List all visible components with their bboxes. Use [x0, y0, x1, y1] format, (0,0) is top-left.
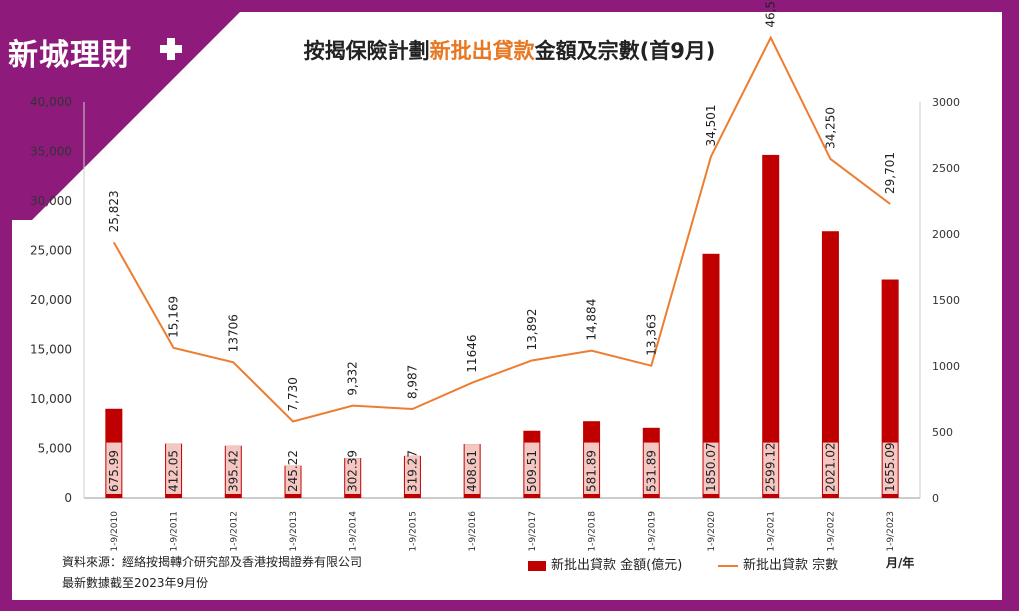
x-tick-label: 1-9/2010	[110, 511, 120, 552]
bar-value-label: 509.51	[525, 450, 539, 492]
bar-inner-band	[882, 442, 898, 494]
line-value-label: 11646	[465, 335, 479, 373]
x-tick-label: 1-9/2018	[588, 511, 598, 552]
bar-inner-band	[643, 442, 659, 494]
x-tick-label: 1-9/2022	[826, 511, 836, 552]
bar-value-label: 395.42	[226, 450, 240, 492]
x-tick-label: 1-9/2017	[528, 511, 538, 552]
bar-value-label: 2599.12	[764, 442, 778, 492]
line-value-label: 8,987	[405, 365, 419, 399]
x-tick-label: 1-9/2014	[349, 511, 359, 552]
title-highlight: 新批出貸款	[429, 39, 535, 63]
right-tick-label: 1500	[932, 294, 960, 307]
right-tick-label: 2000	[932, 228, 960, 241]
bar-inner-band	[524, 442, 540, 494]
bar-value-label: 408.61	[465, 450, 479, 492]
legend-line-swatch	[718, 564, 738, 567]
right-tick-label: 3000	[932, 96, 960, 109]
bar-value-label: 581.89	[585, 450, 599, 492]
bar-inner-band	[345, 458, 361, 494]
legend-bar-label: 新批出貸款 金額(億元)	[551, 558, 683, 573]
x-tick-label: 1-9/2012	[229, 511, 239, 552]
bar-value-label: 412.05	[167, 450, 181, 492]
x-tick-label: 1-9/2019	[647, 511, 657, 552]
chart-title: 按揭保險計劃新批出貸款金額及宗數(首9月)	[0, 35, 1019, 65]
x-tick-label: 1-9/2020	[707, 511, 717, 552]
bar-inner-band	[703, 442, 719, 494]
bar	[821, 231, 839, 499]
bar-inner-band	[584, 442, 600, 494]
bar-value-label: 675.99	[107, 450, 121, 492]
left-tick-label: 30,000	[30, 194, 72, 208]
x-tick-label: 1-9/2011	[170, 511, 180, 552]
x-axis-unit: 月/年	[886, 556, 915, 570]
bar-inner-band	[822, 442, 838, 494]
bar	[762, 154, 780, 499]
bar-inner-band	[763, 442, 779, 494]
x-tick-label: 1-9/2021	[767, 511, 777, 552]
bar-value-label: 245.22	[286, 450, 300, 492]
bar-inner-band	[166, 443, 182, 494]
line-value-label: 15,169	[167, 296, 181, 338]
right-tick-label: 0	[932, 492, 939, 505]
line-value-label: 34,501	[704, 104, 718, 146]
left-tick-label: 35,000	[30, 145, 72, 159]
line-value-label: 13,363	[644, 314, 658, 356]
right-tick-label: 1000	[932, 360, 960, 373]
bar-value-label: 1850.07	[704, 442, 718, 492]
updated-note: 最新數據截至2023年9月份	[62, 576, 209, 590]
bar-inner-band	[225, 445, 241, 494]
right-tick-label: 500	[932, 426, 953, 439]
legend-line-label: 新批出貸款 宗數	[743, 558, 839, 573]
right-tick-label: 2500	[932, 162, 960, 175]
x-tick-label: 1-9/2016	[468, 511, 478, 552]
x-tick-label: 1-9/2015	[408, 511, 418, 552]
line-series	[112, 35, 891, 423]
line-value-label: 13,892	[525, 308, 539, 350]
left-tick-label: 15,000	[30, 343, 72, 357]
bar-inner-band	[404, 455, 420, 494]
plus-arrow-icon	[160, 38, 182, 60]
left-tick-label: 25,000	[30, 244, 72, 258]
line-value-label: 34,250	[823, 107, 837, 149]
left-tick-label: 20,000	[30, 293, 72, 307]
title-part2: 金額及宗數(首9月)	[534, 39, 716, 63]
legend-bar-swatch	[528, 560, 546, 571]
x-tick-label: 1-9/2023	[886, 511, 896, 552]
title-part1: 按揭保險計劃	[303, 39, 430, 63]
legend-line-series: 新批出貸款 宗數	[718, 554, 838, 573]
x-tick-label: 1-9/2013	[289, 511, 299, 552]
left-tick-label: 10,000	[30, 392, 72, 406]
brand-logo: 新城理財	[8, 38, 132, 73]
line-value-label: 29,701	[883, 152, 897, 194]
legend-bar-series: 新批出貸款 金額(億元)	[528, 554, 682, 573]
bar	[702, 253, 720, 498]
source-note: 資料來源：經絡按揭轉介研究部及香港按揭證券有限公司	[62, 555, 363, 569]
left-tick-label: 0	[64, 491, 72, 505]
bar-value-label: 2021.02	[823, 442, 837, 492]
left-tick-label: 5,000	[38, 442, 72, 456]
bar-value-label: 302.39	[346, 450, 360, 492]
bar-value-label: 1655.09	[883, 442, 897, 492]
line-value-label: 25,823	[107, 190, 121, 232]
bar-inner-band	[464, 444, 480, 494]
line-value-label: 13706	[226, 314, 240, 352]
bar-inner-band	[106, 442, 122, 494]
line-value-label: 9,332	[346, 361, 360, 395]
bar-value-label: 531.89	[644, 450, 658, 492]
line-value-label: 46,501	[764, 0, 778, 28]
left-tick-label: 40,000	[30, 95, 72, 109]
bar-inner-band	[285, 465, 301, 494]
line-value-label: 14,884	[585, 299, 599, 341]
bar-value-label: 319.27	[405, 450, 419, 492]
line-value-label: 7,730	[286, 377, 300, 411]
corner-banner	[0, 0, 240, 220]
